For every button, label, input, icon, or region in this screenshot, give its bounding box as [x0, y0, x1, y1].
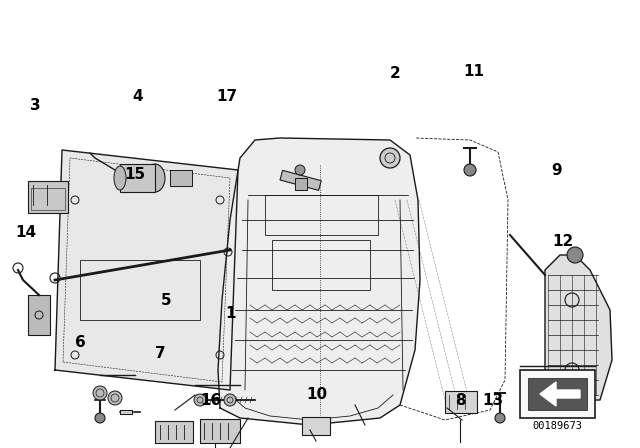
Bar	[445, 391, 477, 413]
Polygon shape	[545, 255, 612, 400]
Circle shape	[567, 247, 583, 263]
Text: 5: 5	[161, 293, 172, 308]
Bar	[31, 188, 65, 210]
Bar	[170, 170, 192, 186]
Text: 2: 2	[390, 66, 401, 82]
Text: 00189673: 00189673	[532, 421, 582, 431]
Polygon shape	[218, 138, 420, 425]
Bar	[528, 378, 587, 410]
Text: 13: 13	[482, 393, 504, 409]
Bar	[28, 181, 68, 213]
Bar	[272, 240, 370, 290]
Text: 17: 17	[216, 89, 238, 104]
Text: 1: 1	[225, 306, 236, 321]
Text: 7: 7	[155, 346, 165, 362]
Bar	[28, 295, 50, 335]
Text: 3: 3	[30, 98, 40, 113]
Circle shape	[464, 164, 476, 176]
Text: 6: 6	[75, 335, 85, 350]
Polygon shape	[540, 382, 580, 406]
Text: 8: 8	[456, 393, 466, 409]
Text: 4: 4	[132, 89, 143, 104]
Circle shape	[93, 386, 107, 400]
Polygon shape	[120, 410, 132, 414]
Bar	[265, 195, 378, 235]
Bar	[280, 170, 321, 190]
Text: 15: 15	[124, 167, 145, 182]
Bar	[155, 421, 193, 443]
Circle shape	[224, 394, 236, 406]
Circle shape	[295, 165, 305, 175]
Bar	[200, 419, 240, 443]
Bar	[120, 164, 155, 192]
Text: 10: 10	[306, 387, 328, 402]
Circle shape	[194, 394, 206, 406]
Circle shape	[380, 148, 400, 168]
Text: 12: 12	[552, 234, 574, 250]
Text: 14: 14	[15, 225, 36, 241]
Circle shape	[108, 391, 122, 405]
Ellipse shape	[114, 166, 126, 190]
Bar	[302, 417, 330, 435]
Text: 16: 16	[200, 393, 222, 409]
Bar	[80, 260, 200, 320]
Text: 9: 9	[552, 163, 562, 178]
Circle shape	[95, 413, 105, 423]
Ellipse shape	[145, 164, 165, 192]
Text: 11: 11	[463, 64, 484, 79]
Circle shape	[495, 413, 505, 423]
Bar	[520, 370, 595, 418]
Polygon shape	[55, 150, 238, 390]
Bar	[295, 178, 307, 190]
